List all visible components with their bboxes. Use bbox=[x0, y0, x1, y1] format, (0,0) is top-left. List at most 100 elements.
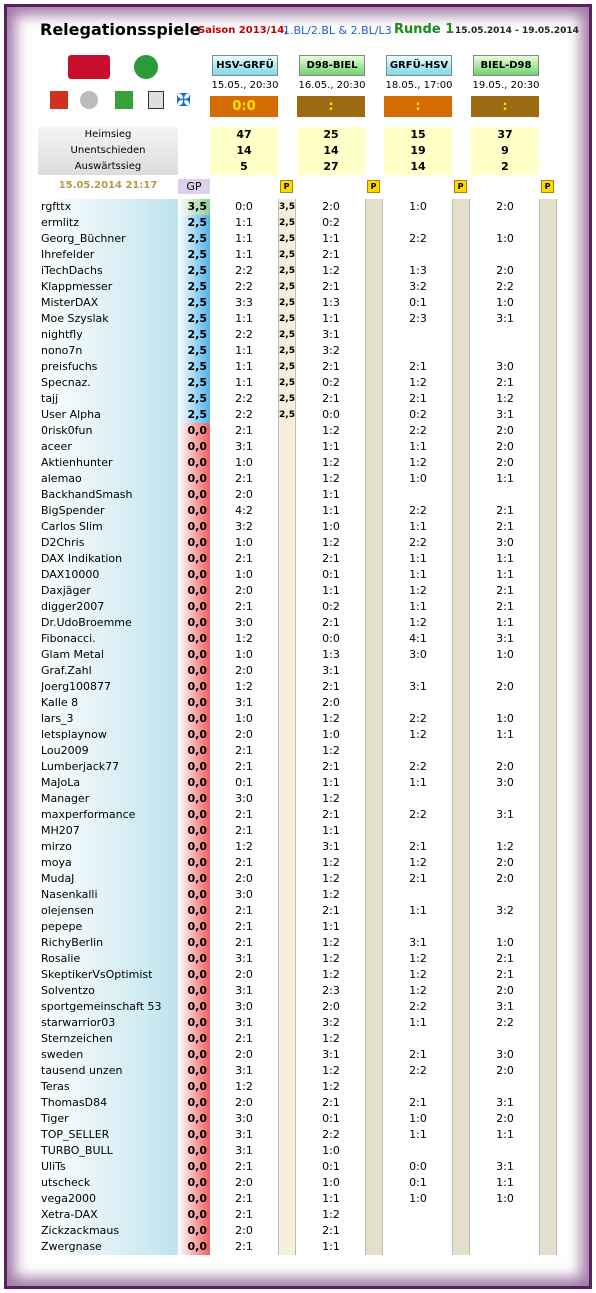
player-name: tajj bbox=[41, 392, 59, 405]
tip: 2:1 bbox=[235, 472, 253, 485]
gp-cell: 2,5 bbox=[178, 231, 210, 247]
name-col bbox=[38, 199, 178, 1255]
tip: 3:1 bbox=[496, 408, 514, 421]
tip: 1:1 bbox=[322, 776, 340, 789]
points-col bbox=[365, 199, 383, 1255]
tip: 1:2 bbox=[322, 1032, 340, 1045]
player-name: Xetra-DAX bbox=[41, 1208, 98, 1221]
gp-cell: 0,0 bbox=[178, 1223, 210, 1239]
tip: 2:1 bbox=[409, 392, 427, 405]
player-name: TURBO_BULL bbox=[41, 1144, 113, 1157]
tip: 1:0 bbox=[409, 200, 427, 213]
tip: 0:1 bbox=[235, 776, 253, 789]
tip: 2:0 bbox=[235, 1176, 253, 1189]
tip: 2:2 bbox=[409, 808, 427, 821]
tip: 1:1 bbox=[409, 904, 427, 917]
tip: 1:2 bbox=[322, 856, 340, 869]
tip: 1:1 bbox=[409, 600, 427, 613]
tip: 2:0 bbox=[496, 264, 514, 277]
match-date: 19.05., 20:30 bbox=[472, 80, 540, 91]
points: 2,5 bbox=[279, 362, 295, 372]
player-name: tausend unzen bbox=[41, 1064, 123, 1077]
tip: 2:2 bbox=[235, 392, 253, 405]
tip: 1:1 bbox=[496, 1128, 514, 1141]
tip: 1:1 bbox=[322, 504, 340, 517]
tip: 2:1 bbox=[409, 872, 427, 885]
gp-cell: 0,0 bbox=[178, 1063, 210, 1079]
stat-value: 27 bbox=[297, 159, 365, 175]
points-col bbox=[452, 199, 470, 1255]
points: 2,5 bbox=[279, 266, 295, 276]
player-name: Tiger bbox=[41, 1112, 69, 1125]
gp-cell: 0,0 bbox=[178, 711, 210, 727]
gp-cell: 2,5 bbox=[178, 311, 210, 327]
leagues: 1.BL/2.BL & 2.BL/L3 bbox=[283, 24, 392, 37]
gp-cell: 0,0 bbox=[178, 999, 210, 1015]
tip: 1:2 bbox=[235, 1080, 253, 1093]
tip: 1:2 bbox=[409, 376, 427, 389]
tip: 1:1 bbox=[496, 1176, 514, 1189]
tip: 1:1 bbox=[496, 728, 514, 741]
tip: 1:1 bbox=[235, 216, 253, 229]
tip: 1:0 bbox=[322, 520, 340, 533]
tip: 1:1 bbox=[235, 360, 253, 373]
tip: 2:2 bbox=[235, 264, 253, 277]
logo bbox=[115, 91, 133, 109]
tip: 2:1 bbox=[322, 680, 340, 693]
tip: 3:1 bbox=[235, 1064, 253, 1077]
tip: 2:0 bbox=[496, 456, 514, 469]
tip: 2:1 bbox=[322, 904, 340, 917]
tip: 3:1 bbox=[322, 664, 340, 677]
player-name: Manager bbox=[41, 792, 90, 805]
tip: 3:0 bbox=[235, 616, 253, 629]
gp-cell: 0,0 bbox=[178, 471, 210, 487]
player-name: Solventzo bbox=[41, 984, 95, 997]
team-box: D98-BIEL bbox=[299, 55, 365, 76]
tip: 1:1 bbox=[322, 312, 340, 325]
tip: 1:0 bbox=[235, 712, 253, 725]
gp-cell: 0,0 bbox=[178, 1095, 210, 1111]
player-name: Joerg100877 bbox=[41, 680, 112, 693]
logo bbox=[50, 91, 68, 109]
player-name: Lumberjack77 bbox=[41, 760, 120, 773]
p-header: P bbox=[367, 180, 380, 193]
tip: 1:0 bbox=[496, 712, 514, 725]
stat-label: Auswärtssieg bbox=[74, 161, 142, 172]
tip: 1:2 bbox=[322, 936, 340, 949]
tip: 2:1 bbox=[322, 760, 340, 773]
logo: ✠ bbox=[176, 92, 192, 110]
gp-cell: 0,0 bbox=[178, 1191, 210, 1207]
gp-cell: 0,0 bbox=[178, 1031, 210, 1047]
player-name: 0risk0fun bbox=[41, 424, 93, 437]
p-header: P bbox=[280, 180, 293, 193]
tip: 0:0 bbox=[235, 200, 253, 213]
gp-cell: 0,0 bbox=[178, 759, 210, 775]
player-name: Aktienhunter bbox=[41, 456, 113, 469]
gp-cell: 2,5 bbox=[178, 391, 210, 407]
tip: 2:1 bbox=[235, 1208, 253, 1221]
match-date: 18.05., 17:00 bbox=[385, 80, 453, 91]
stat-value: 9 bbox=[471, 143, 539, 159]
tip: 1:2 bbox=[409, 968, 427, 981]
gp-cell: 0,0 bbox=[178, 1127, 210, 1143]
tip: 2:2 bbox=[409, 760, 427, 773]
tip: 1:0 bbox=[496, 936, 514, 949]
gp-cell: 0,0 bbox=[178, 567, 210, 583]
tip: 0:2 bbox=[322, 600, 340, 613]
player-name: Specnaz. bbox=[41, 376, 91, 389]
gp-cell: 0,0 bbox=[178, 1015, 210, 1031]
player-name: DAX10000 bbox=[41, 568, 100, 581]
player-name: letsplaynow bbox=[41, 728, 107, 741]
tip: 1:2 bbox=[322, 456, 340, 469]
points: 2,5 bbox=[279, 410, 295, 420]
player-name: Dr.UdoBroemme bbox=[41, 616, 132, 629]
stat-label: Heimsieg bbox=[84, 129, 132, 140]
player-name: RichyBerlin bbox=[41, 936, 104, 949]
tip: 2:2 bbox=[409, 712, 427, 725]
player-name: User Alpha bbox=[41, 408, 101, 421]
tip: 2:1 bbox=[235, 424, 253, 437]
gp-cell: 2,5 bbox=[178, 263, 210, 279]
tip: 2:0 bbox=[235, 1224, 253, 1237]
player-name: Sternzeichen bbox=[41, 1032, 113, 1045]
tip: 2:1 bbox=[235, 1160, 253, 1173]
